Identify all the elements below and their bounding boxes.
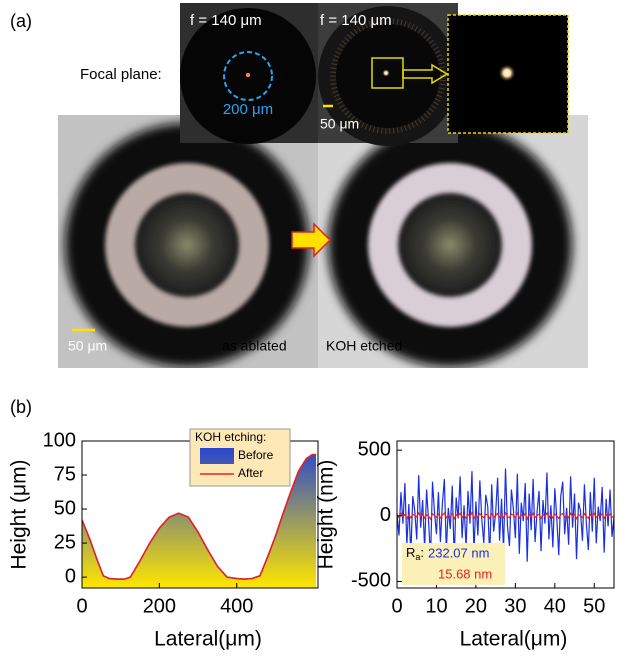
focal-length: f = 140 μm bbox=[190, 12, 262, 29]
image-koh-etched bbox=[318, 115, 588, 368]
scale-label: 50 μm bbox=[320, 116, 359, 132]
image-zoom bbox=[447, 14, 569, 134]
x-tick-label: 200 bbox=[143, 595, 176, 617]
legend-label: After bbox=[238, 466, 263, 480]
x-tick-label: 50 bbox=[583, 595, 605, 617]
image-focal-before bbox=[180, 3, 318, 144]
panel-label: (b) bbox=[10, 397, 32, 417]
x-tick-label: 20 bbox=[465, 595, 487, 617]
focal-plane-label: Focal plane: bbox=[80, 66, 162, 83]
roughness-subscript: a bbox=[415, 552, 420, 562]
caption: as ablated bbox=[222, 338, 287, 354]
separator: : bbox=[420, 545, 424, 560]
x-tick-label: 40 bbox=[544, 595, 566, 617]
x-tick-label: 0 bbox=[76, 595, 87, 617]
series-line bbox=[397, 511, 614, 521]
x-axis-title: Lateral(μm) bbox=[460, 628, 568, 651]
y-tick-label: 0 bbox=[380, 504, 391, 526]
series-area bbox=[82, 454, 317, 588]
roughness-symbol: R bbox=[406, 545, 415, 560]
legend-title: KOH etching: bbox=[195, 430, 266, 444]
annotation-box bbox=[402, 543, 505, 585]
y-axis-title: Height (nm) bbox=[315, 460, 338, 570]
y-tick-label: 75 bbox=[54, 463, 76, 485]
legend-swatch bbox=[200, 448, 234, 464]
series-line bbox=[397, 468, 614, 562]
chart: 0 25 50 75 100 0 200 400 Height (μm) Lateral(μm) K… bbox=[8, 428, 319, 651]
y-axis-title: Height (μm) bbox=[8, 459, 31, 569]
legend-label: Before bbox=[238, 448, 274, 462]
y-tick-label: 0 bbox=[65, 565, 76, 587]
annotation-label: Ra: bbox=[406, 545, 424, 562]
x-tick-label: 0 bbox=[391, 595, 402, 617]
y-tick-label: 25 bbox=[54, 531, 76, 553]
arrow bbox=[291, 222, 332, 258]
circle-label: 200 μm bbox=[223, 101, 273, 118]
series-line bbox=[82, 453, 317, 580]
x-tick-label: 400 bbox=[220, 595, 253, 617]
y-tick-label: -500 bbox=[351, 570, 391, 592]
annotation-value: 15.68 nm bbox=[438, 566, 492, 581]
x-axis-title: Lateral(μm) bbox=[154, 628, 262, 651]
x-tick-label: 30 bbox=[504, 595, 526, 617]
image-focal-after bbox=[318, 3, 458, 146]
image-as-ablated bbox=[58, 115, 318, 368]
y-tick-label: 50 bbox=[54, 497, 76, 519]
panel-label: (a) bbox=[10, 11, 32, 31]
y-tick-label: 100 bbox=[43, 429, 76, 451]
focal-length: f = 140 μm bbox=[320, 12, 392, 29]
scale-label: 50 μm bbox=[68, 338, 107, 354]
plot bbox=[397, 468, 614, 562]
plot-frame bbox=[396, 440, 615, 589]
y-tick-label: 500 bbox=[358, 438, 391, 460]
annotation-value: 232.07 nm bbox=[428, 545, 489, 560]
caption: KOH etched bbox=[326, 338, 402, 354]
x-tick-label: 10 bbox=[425, 595, 447, 617]
plot bbox=[82, 453, 317, 588]
